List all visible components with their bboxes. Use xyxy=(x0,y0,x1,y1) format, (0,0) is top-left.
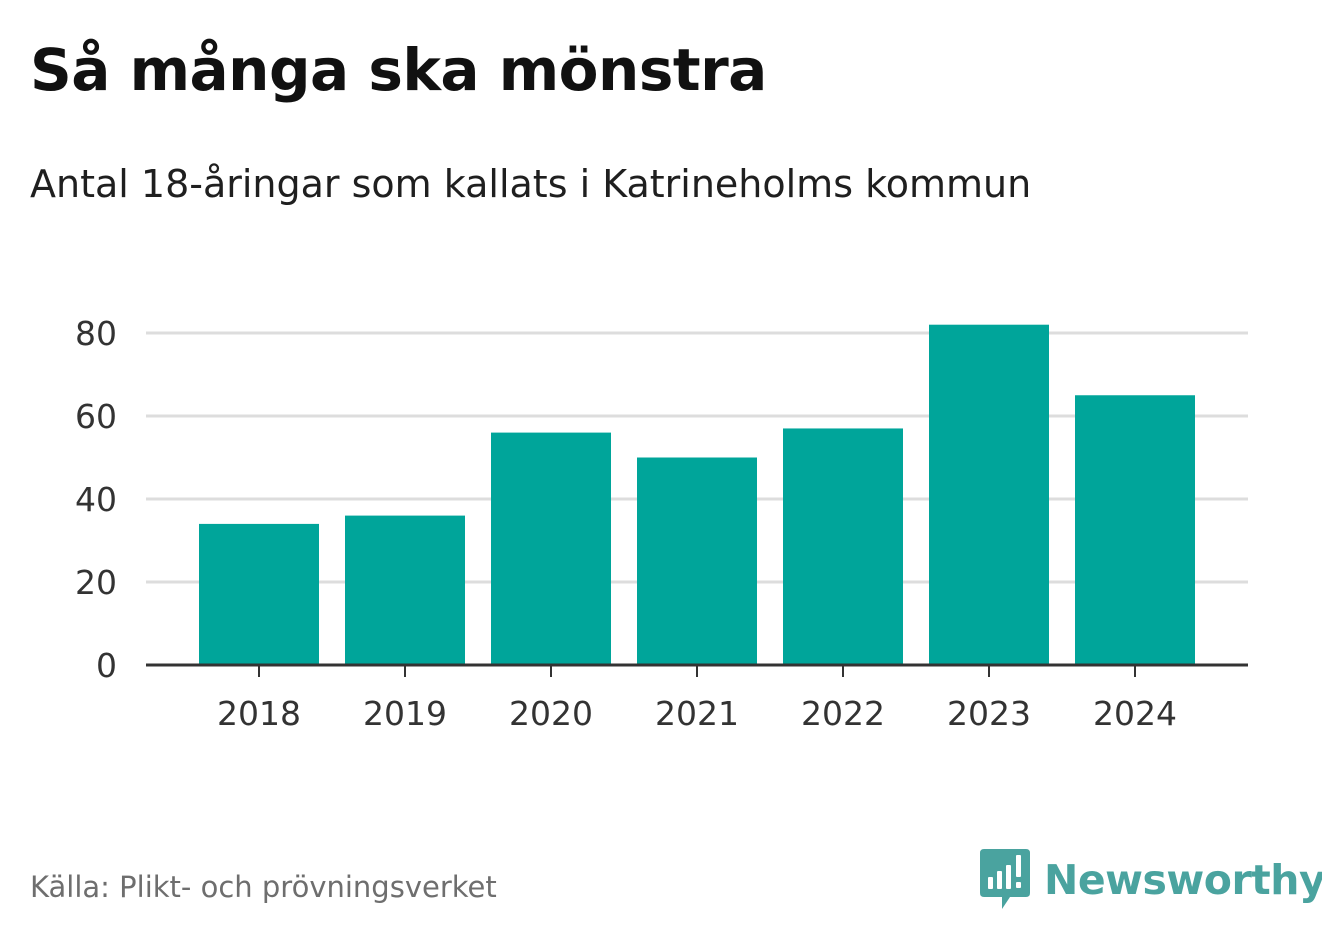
bar-2023 xyxy=(929,324,1049,665)
bar-2018 xyxy=(199,523,319,665)
newsworthy-logo-icon xyxy=(980,849,1030,909)
bars xyxy=(199,324,1195,665)
bar-2020 xyxy=(491,432,611,665)
chart-title: Så många ska mönstra xyxy=(30,36,767,104)
y-axis-tick-labels: 0 20 40 60 80 xyxy=(75,314,117,685)
y-tick-label-80: 80 xyxy=(75,314,117,353)
x-axis xyxy=(146,663,1248,677)
bar-2019 xyxy=(345,515,465,665)
y-tick-label-40: 40 xyxy=(75,480,117,519)
y-tick-label-60: 60 xyxy=(75,397,117,436)
x-tick-label-2023: 2023 xyxy=(947,694,1031,733)
brand[interactable]: Newsworthy xyxy=(980,848,1322,912)
bar-2021 xyxy=(637,457,757,665)
bar-chart: 0 20 40 60 80 2018 2019 2020 2021 2022 2023 2024 xyxy=(75,314,1248,733)
x-tick-label-2021: 2021 xyxy=(655,694,739,733)
source-note: Källa: Plikt- och prövningsverket xyxy=(30,870,497,904)
bar-2024 xyxy=(1075,395,1195,665)
x-tick-label-2022: 2022 xyxy=(801,694,885,733)
y-tick-label-20: 20 xyxy=(75,563,117,602)
x-axis-tick-labels: 2018 2019 2020 2021 2022 2023 2024 xyxy=(217,694,1177,733)
chart-subtitle: Antal 18-åringar som kallats i Katrineho… xyxy=(30,162,1032,206)
y-tick-label-0: 0 xyxy=(96,646,117,685)
brand-name: Newsworthy xyxy=(1044,856,1322,904)
x-tick-label-2018: 2018 xyxy=(217,694,301,733)
x-tick-label-2019: 2019 xyxy=(363,694,447,733)
bar-2022 xyxy=(783,428,903,665)
x-tick-label-2024: 2024 xyxy=(1093,694,1177,733)
x-tick-label-2020: 2020 xyxy=(509,694,593,733)
